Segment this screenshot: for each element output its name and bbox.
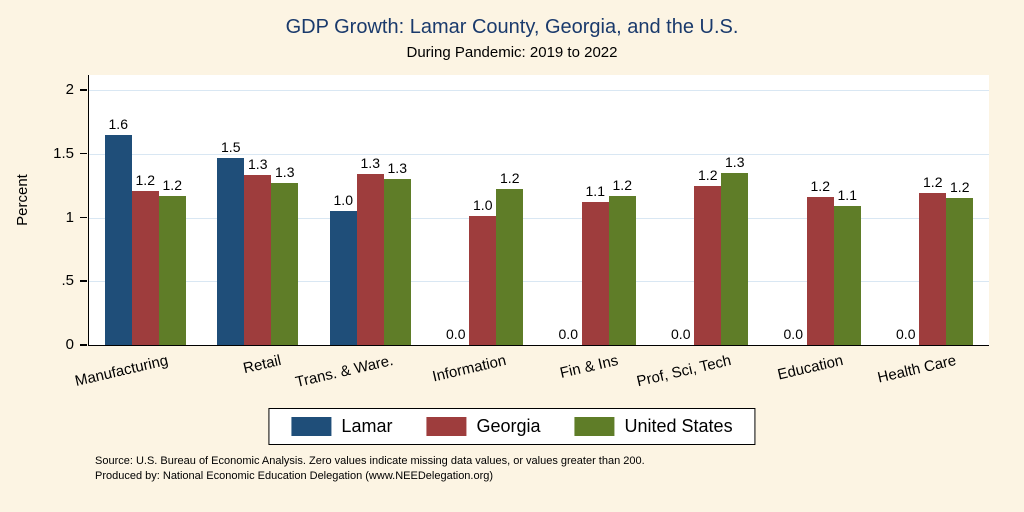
legend: Lamar Georgia United States [268,408,756,445]
bar-value-label: 1.0 [473,197,493,214]
x-tick-label: Education [776,352,846,384]
x-tick-label: Health Care [875,352,958,387]
legend-label: United States [624,416,733,436]
bar-lamar [104,134,132,345]
bar-value-label: 1.3 [725,153,745,170]
gridline [89,281,989,283]
bar-united-states [946,198,974,345]
y-tick-mark [80,89,87,91]
bar-value-label: 1.1 [585,183,605,200]
bar-georgia [581,202,609,345]
bar-united-states [383,179,411,345]
bar-value-label: 1.2 [135,171,155,188]
bar-value-label: 1.2 [162,176,182,193]
bar-value-label: 1.3 [387,160,407,177]
bar-united-states [721,172,749,345]
gridline [89,90,989,91]
x-tick-label: Trans. & Ware. [294,352,396,392]
bar-value-label: 0.0 [558,326,578,342]
legend-swatch [426,417,467,436]
source-note: Source: U.S. Bureau of Economic Analysis… [95,455,645,467]
y-tick-mark [80,280,87,282]
bar-value-label: 1.2 [923,174,943,191]
bar-value-label: 1.3 [275,164,295,181]
legend-item-lamar: Lamar [291,416,392,437]
bar-value-label: 1.0 [333,192,353,209]
producer-note: Produced by: National Economic Education… [95,469,494,482]
legend-swatch [291,417,332,436]
bar-value-label: 1.2 [950,179,970,196]
bar-value-label: 0.0 [896,326,916,342]
bar-value-label: 1.1 [837,187,857,204]
bar-georgia [469,216,497,345]
bar-value-label: 0.0 [446,326,466,342]
bar-value-label: 1.3 [248,156,268,173]
y-tick-mark [80,216,87,218]
bar-united-states [271,183,299,345]
bar-united-states [833,206,861,345]
bar-value-label: 1.3 [360,155,380,172]
bar-value-label: 0.0 [671,326,691,342]
y-tick-label: 1 [65,208,74,226]
bar-georgia [131,190,159,345]
bar-lamar [329,211,357,345]
y-tick-mark [80,344,87,346]
bar-united-states [496,189,524,345]
bar-value-label: 1.2 [698,166,718,183]
y-axis-label: Percent [14,174,31,226]
gridline [89,217,989,219]
chart-title: GDP Growth: Lamar County, Georgia, and t… [285,16,739,38]
legend-label: Lamar [341,416,393,436]
y-tick-label: 0 [65,336,74,353]
bar-value-label: 1.6 [108,115,128,132]
bar-value-label: 1.2 [500,170,520,187]
plot-area: 1.6 1.5 1.0 0.0 0.0 0.0 0.0 0.0 1.2 1.3 1.3 1.0 1.1 1… [88,75,989,346]
legend-label: Georgia [476,416,541,436]
y-tick-label: 2 [65,81,74,98]
bar-georgia [919,193,947,345]
legend-swatch [574,417,615,436]
footnotes: Source: U.S. Bureau of Economic Analysis… [95,454,645,484]
bar-value-label: 1.2 [612,176,632,193]
y-tick-label: .5 [61,272,74,290]
bar-united-states [158,195,186,345]
bar-georgia [806,197,834,345]
x-tick-label: Fin & Ins [558,352,621,382]
chart-subtitle: During Pandemic: 2019 to 2022 [406,44,618,61]
legend-item-united-states: United States [574,416,733,437]
gridline [89,153,989,155]
bar-value-label: 1.2 [810,178,830,195]
legend-item-georgia: Georgia [426,416,541,437]
bar-georgia [356,174,384,345]
bar-value-label: 1.5 [221,138,241,155]
bar-georgia [694,185,722,345]
y-tick-mark [80,152,87,155]
y-tick-label: 1.5 [53,144,74,162]
bar-value-label: 0.0 [783,326,803,342]
bar-georgia [244,175,272,345]
bar-lamar [217,157,245,345]
bar-united-states [608,195,636,345]
